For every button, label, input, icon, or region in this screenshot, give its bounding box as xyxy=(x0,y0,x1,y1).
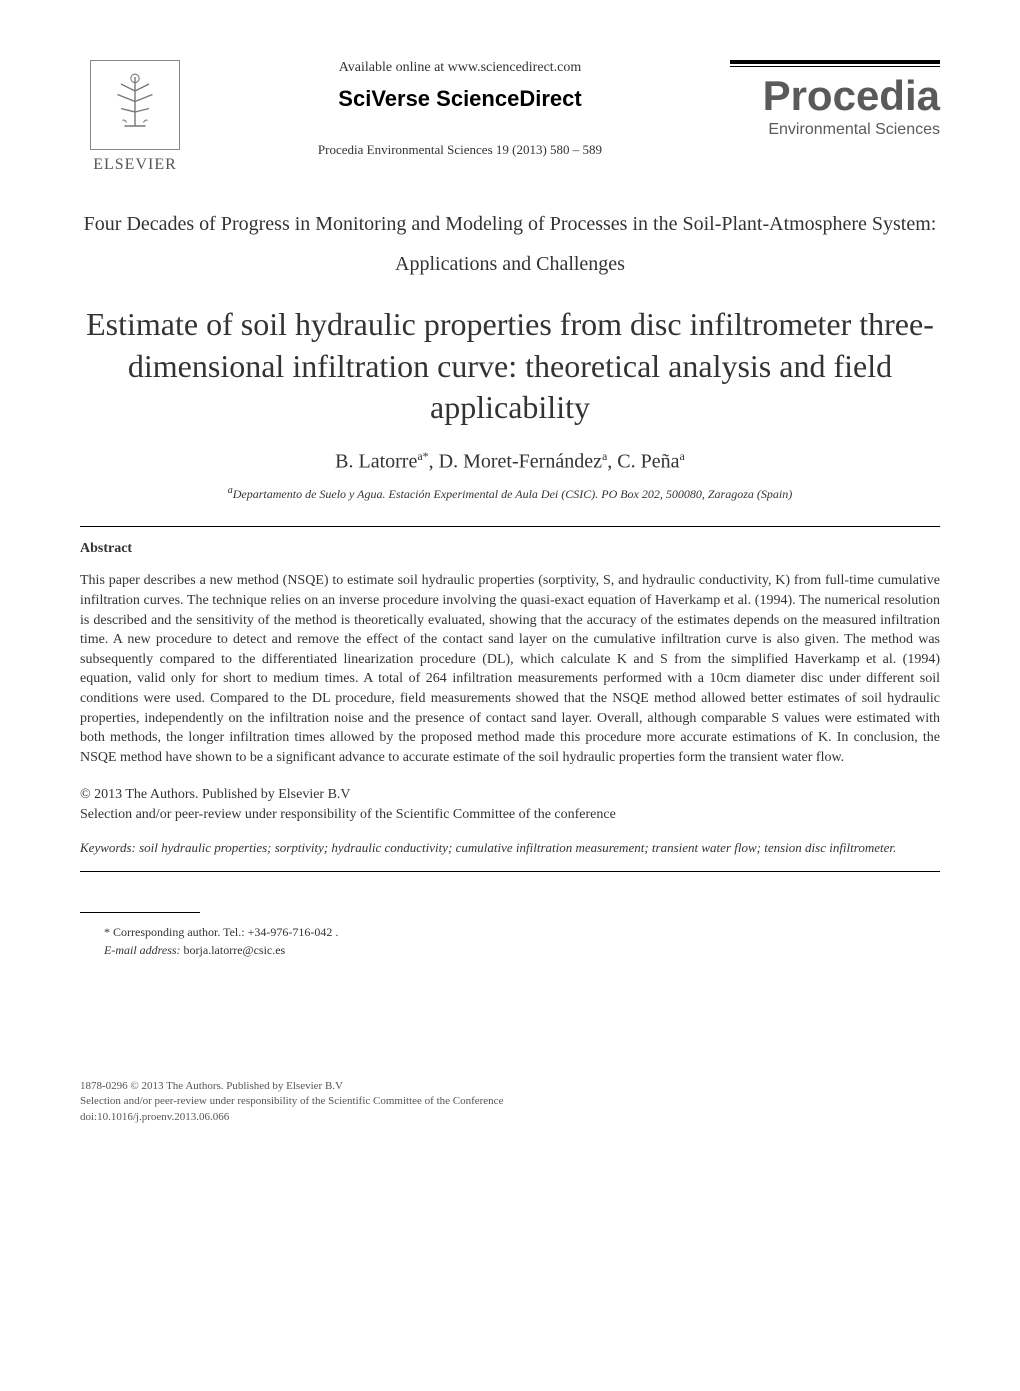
procedia-thin-rule xyxy=(730,66,940,67)
conference-title: Four Decades of Progress in Monitoring a… xyxy=(80,204,940,284)
footer-block: 1878-0296 © 2013 The Authors. Published … xyxy=(80,1079,940,1125)
center-header: Available online at www.sciencedirect.co… xyxy=(190,60,730,158)
copyright-line-1: © 2013 The Authors. Published by Elsevie… xyxy=(80,785,940,805)
keywords-text: soil hydraulic properties; sorptivity; h… xyxy=(136,840,896,855)
abstract-body: This paper describes a new method (NSQE)… xyxy=(80,571,940,767)
corresponding-author-line: * Corresponding author. Tel.: +34-976-71… xyxy=(104,923,940,941)
email-label: E-mail address: xyxy=(104,943,181,957)
copyright-block: © 2013 The Authors. Published by Elsevie… xyxy=(80,785,940,824)
footnote-block: * Corresponding author. Tel.: +34-976-71… xyxy=(80,923,940,959)
header-row: ELSEVIER Available online at www.science… xyxy=(80,60,940,174)
elsevier-logo: ELSEVIER xyxy=(80,60,190,174)
sciverse-brand: SciVerse ScienceDirect xyxy=(210,86,710,112)
footer-line-2: Selection and/or peer-review under respo… xyxy=(80,1094,940,1109)
authors-line: B. Latorrea*, D. Moret-Fernándeza, C. Pe… xyxy=(80,449,940,474)
procedia-subtitle: Environmental Sciences xyxy=(730,121,940,139)
procedia-top-rule xyxy=(730,60,940,64)
keywords-block: Keywords: soil hydraulic properties; sor… xyxy=(80,839,940,857)
procedia-word: Procedia xyxy=(730,75,940,117)
paper-title: Estimate of soil hydraulic properties fr… xyxy=(80,304,940,429)
email-address: borja.latorre@csic.es xyxy=(181,943,286,957)
citation-text: Procedia Environmental Sciences 19 (2013… xyxy=(210,142,710,158)
footer-line-1: 1878-0296 © 2013 The Authors. Published … xyxy=(80,1079,940,1094)
elsevier-text: ELSEVIER xyxy=(93,156,177,174)
keywords-label: Keywords: xyxy=(80,840,136,855)
elsevier-tree-icon xyxy=(90,60,180,150)
affiliation-line: aDepartamento de Suelo y Agua. Estación … xyxy=(80,485,940,502)
footer-line-3: doi:10.1016/j.proenv.2013.06.066 xyxy=(80,1110,940,1125)
copyright-line-2: Selection and/or peer-review under respo… xyxy=(80,805,940,825)
footnote-divider xyxy=(80,912,200,913)
abstract-bottom-rule xyxy=(80,871,940,872)
available-online-text: Available online at www.sciencedirect.co… xyxy=(210,60,710,76)
abstract-heading: Abstract xyxy=(80,541,940,557)
abstract-top-rule xyxy=(80,526,940,527)
email-line: E-mail address: borja.latorre@csic.es xyxy=(104,941,940,959)
procedia-logo: Procedia Environmental Sciences xyxy=(730,60,940,139)
